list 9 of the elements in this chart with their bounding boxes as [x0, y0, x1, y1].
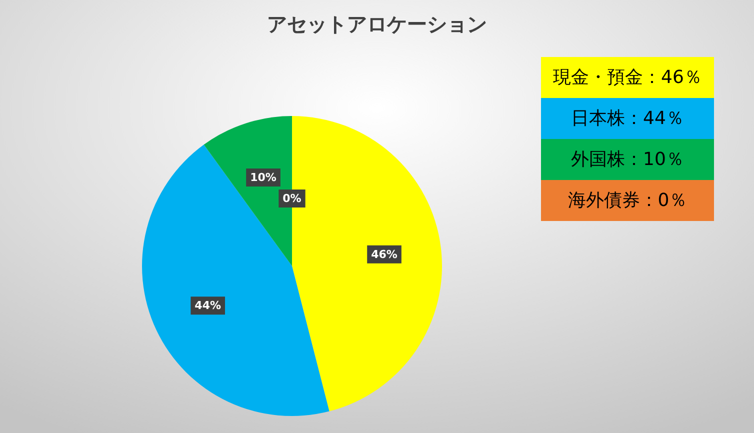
- legend-label: 外国株：10％: [571, 149, 684, 170]
- legend-label: 現金・預金：46％: [553, 67, 702, 88]
- data-label: 46%: [371, 248, 398, 261]
- text: 0%: [282, 192, 302, 205]
- data-label: 44%: [194, 299, 222, 312]
- chart-title: アセットアロケーション: [267, 12, 487, 36]
- data-label: 10%: [250, 171, 276, 184]
- legend-label: 海外債券：0％: [568, 190, 688, 211]
- legend-label: 日本株：44％: [571, 108, 684, 129]
